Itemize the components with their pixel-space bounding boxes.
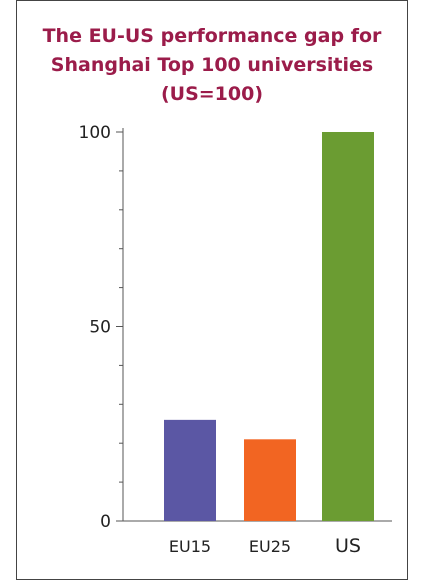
x-tick-label-eu15: EU15 [169,537,211,556]
chart-title: The EU-US performance gap for Shanghai T… [16,22,408,109]
chart-title-line-1: The EU-US performance gap for [42,25,382,47]
chart-title-line-3: (US=100) [160,83,264,105]
bar-eu25 [244,439,296,521]
y-tick-label: 100 [79,123,111,143]
y-tick-label: 0 [100,512,111,532]
bar-eu15 [164,419,216,521]
x-tick-label-eu25: EU25 [249,537,291,556]
y-tick-label: 50 [89,318,111,338]
chart-title-line-2: Shanghai Top 100 universities [50,54,374,76]
bar-chart: 0 50 100 EU15 EU25 US [79,123,392,557]
bar-us [322,132,374,521]
x-tick-label-us: US [335,535,361,557]
